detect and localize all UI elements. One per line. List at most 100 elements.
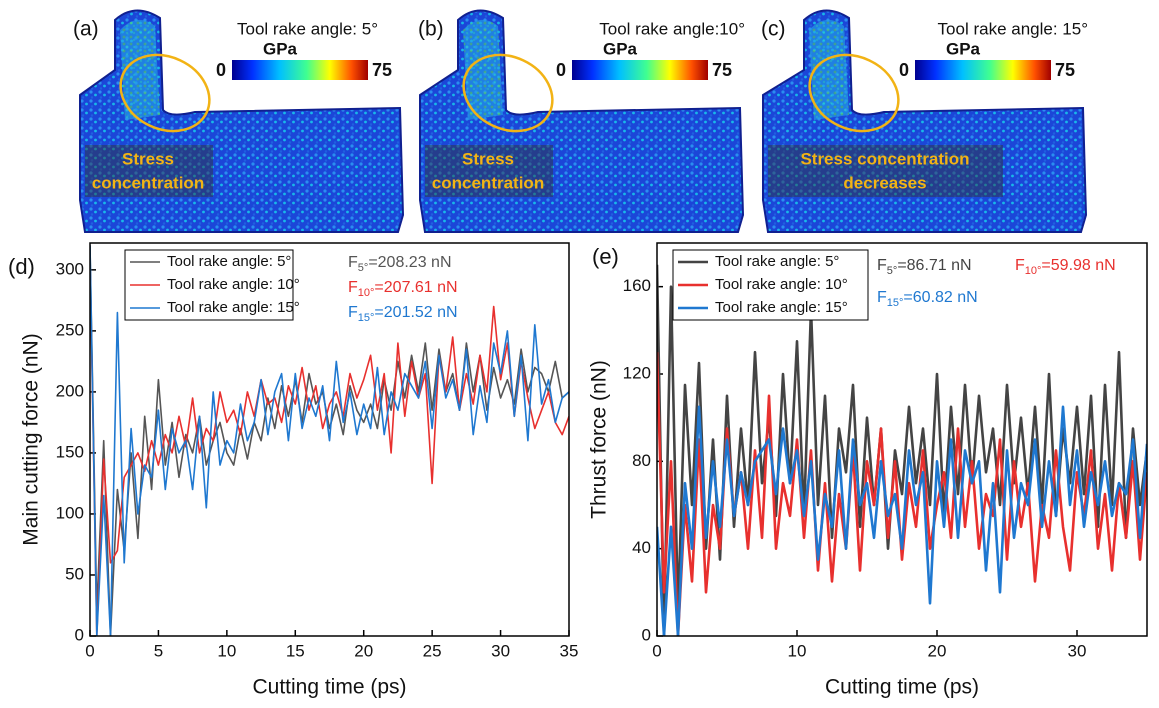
force-annotation: F10°=59.98 nN xyxy=(1015,257,1116,277)
annotation-box xyxy=(425,145,553,197)
legend-text: Tool rake angle: 5° xyxy=(167,253,291,270)
panel-label: (e) xyxy=(592,244,619,269)
stress-annotation: decreases xyxy=(843,173,926,192)
y-tick-label: 250 xyxy=(56,320,84,339)
colorbar xyxy=(915,60,1051,80)
chip-stress xyxy=(120,19,160,120)
annotation-base: F xyxy=(877,257,887,274)
colorbar-label: GPa xyxy=(946,39,981,58)
annotation-base: F xyxy=(348,254,358,271)
colorbar-max: 75 xyxy=(372,60,392,80)
panel-label: (a) xyxy=(73,18,99,41)
panel-label: (d) xyxy=(8,254,35,279)
colorbar-label: GPa xyxy=(603,39,638,58)
annotation-sub: 5° xyxy=(887,265,898,277)
annotation-base: F xyxy=(1015,257,1025,274)
colorbar xyxy=(232,60,368,80)
simulation-panel: Stress concentration (b) Tool rake angle:10… xyxy=(418,9,745,233)
workpiece xyxy=(79,9,405,233)
stress-annotation: concentration xyxy=(432,173,544,192)
colorbar-min: 0 xyxy=(556,60,566,80)
legend-text: Tool rake angle: 15° xyxy=(715,299,848,316)
colorbar-max: 75 xyxy=(1055,60,1075,80)
x-tick-label: 5 xyxy=(154,641,163,660)
chip-stress xyxy=(809,19,849,120)
simulation-panel: Stress concentration (a) Tool rake angle: 5… xyxy=(73,9,405,233)
annotation-base: F xyxy=(877,289,887,306)
y-tick-label: 160 xyxy=(623,276,651,295)
simulation-panel: Stress concentration decreases (c) Tool rak… xyxy=(761,9,1088,233)
panel-title: Tool rake angle: 5° xyxy=(237,19,378,38)
x-tick-label: 35 xyxy=(560,641,579,660)
series-line xyxy=(657,405,1147,636)
y-tick-label: 80 xyxy=(632,451,651,470)
annotation-box xyxy=(768,145,1003,197)
y-tick-label: 50 xyxy=(65,564,84,583)
x-tick-label: 10 xyxy=(788,641,807,660)
force-annotation: F15°=201.52 nN xyxy=(348,304,458,324)
plot-frame xyxy=(656,242,1148,637)
annotation-sub: 15° xyxy=(358,312,375,324)
x-tick-label: 20 xyxy=(354,641,373,660)
force-annotation: F15°=60.82 nN xyxy=(877,289,978,309)
y-tick-label: 0 xyxy=(642,625,651,644)
x-tick-label: 30 xyxy=(1068,641,1087,660)
colorbar xyxy=(572,60,708,80)
panel-title: Tool rake angle: 15° xyxy=(938,19,1088,38)
panel-label: (c) xyxy=(761,18,786,41)
y-tick-label: 100 xyxy=(56,503,84,522)
stress-annotation: Stress xyxy=(462,149,514,168)
stress-circle xyxy=(462,53,554,133)
colorbar-min: 0 xyxy=(899,60,909,80)
annotation-text: =207.61 nN xyxy=(374,279,457,296)
y-tick-label: 300 xyxy=(56,259,84,278)
annotation-text: =208.23 nN xyxy=(368,254,451,271)
chip-stress xyxy=(463,19,503,120)
x-tick-label: 30 xyxy=(491,641,510,660)
annotation-text: =86.71 nN xyxy=(897,257,971,274)
annotation-base: F xyxy=(348,304,358,321)
annotation-sub: 5° xyxy=(358,262,369,274)
annotation-base: F xyxy=(348,279,358,296)
x-tick-label: 15 xyxy=(286,641,305,660)
colorbar-label: GPa xyxy=(263,39,298,58)
x-axis-label: Cutting time (ps) xyxy=(252,676,406,699)
workpiece xyxy=(419,9,745,233)
force-annotation: F5°=208.23 nN xyxy=(348,254,452,274)
legend-text: Tool rake angle: 10° xyxy=(715,276,848,293)
force-annotation: F5°=86.71 nN xyxy=(877,257,972,277)
legend-text: Tool rake angle: 5° xyxy=(715,253,839,270)
stress-circle xyxy=(119,53,211,133)
x-tick-label: 0 xyxy=(85,641,94,660)
y-tick-label: 150 xyxy=(56,442,84,461)
x-tick-label: 20 xyxy=(928,641,947,660)
force-annotation: F10°=207.61 nN xyxy=(348,279,458,299)
y-tick-label: 200 xyxy=(56,381,84,400)
y-axis-label: Thrust force (nN) xyxy=(588,360,611,519)
annotation-sub: 10° xyxy=(1025,265,1042,277)
legend-text: Tool rake angle: 10° xyxy=(167,276,300,293)
panel-label: (b) xyxy=(418,18,444,41)
colorbar-max: 75 xyxy=(712,60,732,80)
legend-text: Tool rake angle: 15° xyxy=(167,299,300,316)
y-tick-label: 0 xyxy=(75,625,84,644)
plot-frame xyxy=(89,242,570,637)
stress-annotation: Stress xyxy=(122,149,174,168)
panel-title: Tool rake angle:10° xyxy=(599,19,745,38)
stress-annotation: concentration xyxy=(92,173,204,192)
x-axis-label: Cutting time (ps) xyxy=(825,676,979,699)
colorbar-min: 0 xyxy=(216,60,226,80)
stress-annotation: Stress concentration xyxy=(800,149,969,168)
annotation-text: =60.82 nN xyxy=(903,289,977,306)
annotation-text: =59.98 nN xyxy=(1041,257,1115,274)
annotation-sub: 15° xyxy=(887,297,904,309)
annotation-box xyxy=(85,145,213,197)
x-tick-label: 0 xyxy=(652,641,661,660)
stress-circle xyxy=(808,53,900,133)
series-line xyxy=(90,245,569,636)
y-tick-label: 40 xyxy=(632,538,651,557)
x-tick-label: 25 xyxy=(423,641,442,660)
y-axis-label: Main cutting force (nN) xyxy=(20,333,43,545)
annotation-text: =201.52 nN xyxy=(374,304,457,321)
